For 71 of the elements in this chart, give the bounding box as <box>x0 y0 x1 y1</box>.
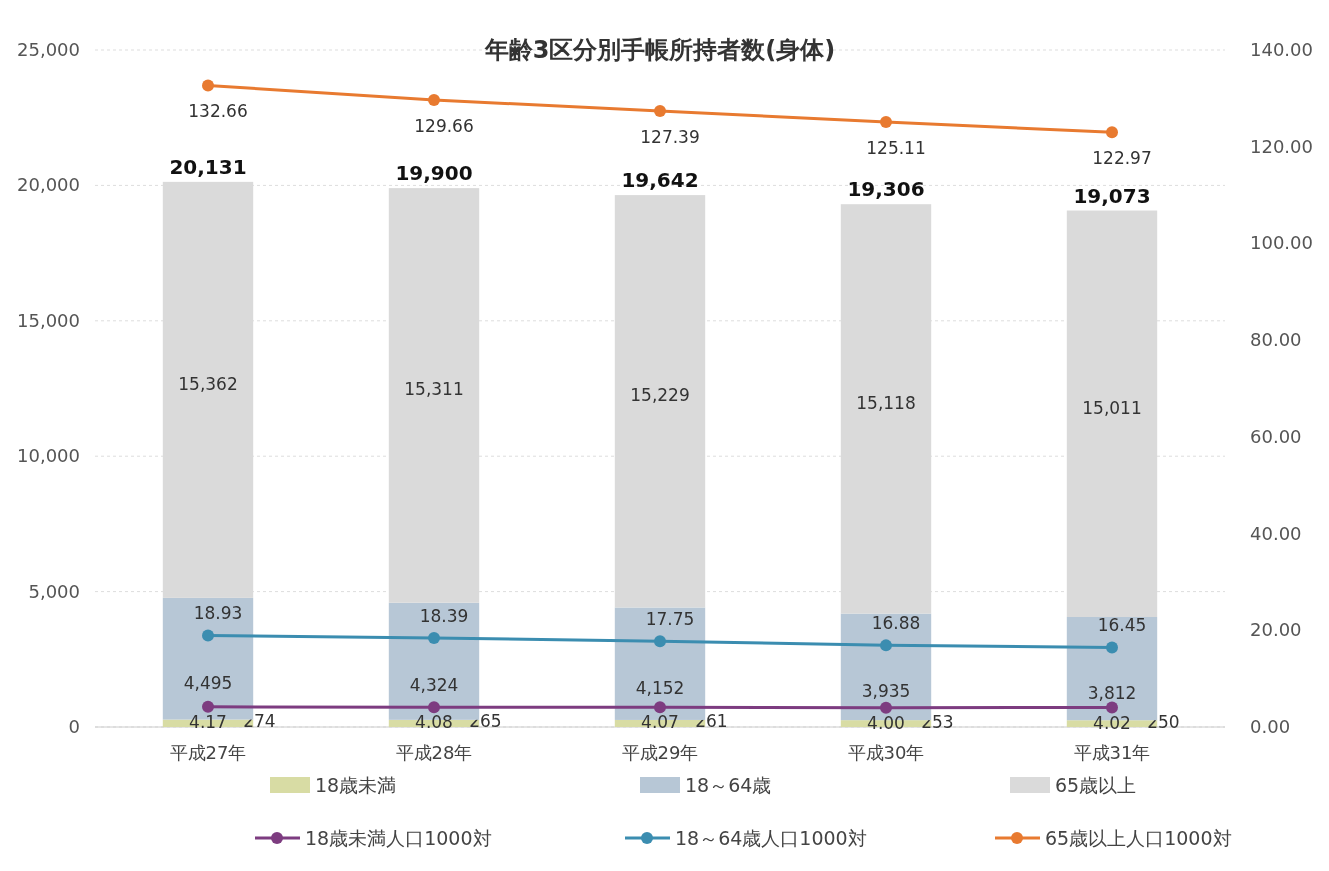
x-tick-label: 平成27年 <box>169 742 247 763</box>
data-label: 18.39 <box>419 606 469 627</box>
data-label: 132.66 <box>188 101 248 122</box>
legend-label: 18～64歳人口1000対 <box>675 827 867 849</box>
total-label: 19,900 <box>395 161 473 186</box>
point <box>428 632 440 645</box>
legend-label: 18歳未満人口1000対 <box>305 827 492 849</box>
point <box>654 104 666 117</box>
data-label: 4.17 <box>189 711 227 732</box>
point <box>880 701 892 714</box>
data-label: 3,935 <box>861 680 911 701</box>
data-label: 15,311 <box>404 379 464 400</box>
total-label: 20,131 <box>169 154 247 179</box>
data-label: 4.07 <box>641 712 679 733</box>
data-label: 18.93 <box>193 603 243 624</box>
data-label: 122.97 <box>1092 148 1152 169</box>
y2-tick-label: 120.00 <box>1250 135 1313 157</box>
x-tick-label: 平成29年 <box>621 742 699 763</box>
y-tick-label: 15,000 <box>17 309 80 331</box>
y-tick-label: 5,000 <box>28 580 80 602</box>
point <box>202 700 214 713</box>
y2-tick-label: 60.00 <box>1250 425 1302 447</box>
x-tick-label: 平成30年 <box>847 742 925 763</box>
data-label: 16.45 <box>1097 615 1147 636</box>
data-label: 15,011 <box>1082 397 1142 418</box>
y2-tick-label: 20.00 <box>1250 619 1302 641</box>
y2-tick-label: 100.00 <box>1250 232 1313 254</box>
data-label: 4.02 <box>1093 712 1131 733</box>
y2-tick-label: 140.00 <box>1250 39 1313 60</box>
data-label: 129.66 <box>414 116 474 136</box>
data-label: 125.11 <box>866 138 926 158</box>
x-tick-label: 平成28年 <box>395 742 473 763</box>
point <box>202 629 214 642</box>
data-label: 4.08 <box>415 712 453 733</box>
y2-tick-label: 80.00 <box>1250 329 1302 351</box>
point <box>880 639 892 652</box>
y-tick-label: 0 <box>68 716 80 737</box>
data-label: 15,362 <box>178 373 238 394</box>
data-label: 127.39 <box>640 126 700 147</box>
data-label: 4,152 <box>635 677 685 698</box>
legend-label: 65歳以上 <box>1055 774 1137 796</box>
chart-title: 年齢3区分別手帳所持者数(身体) <box>483 36 836 64</box>
total-label: 19,642 <box>621 168 699 193</box>
data-label: 4,495 <box>183 672 233 693</box>
y-tick-label: 20,000 <box>17 174 80 196</box>
data-label: 17.75 <box>645 609 695 630</box>
point <box>654 701 666 714</box>
data-label: 4,324 <box>409 675 459 696</box>
data-label: 15,118 <box>856 392 916 413</box>
data-label: 4.00 <box>867 712 905 733</box>
point <box>202 79 214 92</box>
y-tick-label: 10,000 <box>17 445 80 467</box>
point <box>428 701 440 714</box>
point <box>1106 126 1118 139</box>
legend-label: 18歳未満 <box>315 774 397 796</box>
data-label: 3,812 <box>1087 682 1137 703</box>
total-label: 19,073 <box>1073 183 1151 208</box>
y2-tick-label: 40.00 <box>1250 522 1302 544</box>
legend-label: 18～64歳 <box>685 774 772 796</box>
data-label: 15,229 <box>630 385 690 406</box>
point <box>654 635 666 648</box>
data-label: 16.88 <box>871 613 921 634</box>
point <box>880 116 892 128</box>
point <box>1106 641 1118 654</box>
x-tick-label: 平成31年 <box>1073 742 1151 763</box>
point <box>428 94 440 106</box>
y-tick-label: 25,000 <box>17 39 80 60</box>
y2-tick-label: 0.00 <box>1250 716 1291 737</box>
total-label: 19,306 <box>847 177 925 202</box>
point <box>1106 701 1118 714</box>
legend-label: 65歳以上人口1000対 <box>1045 827 1232 849</box>
